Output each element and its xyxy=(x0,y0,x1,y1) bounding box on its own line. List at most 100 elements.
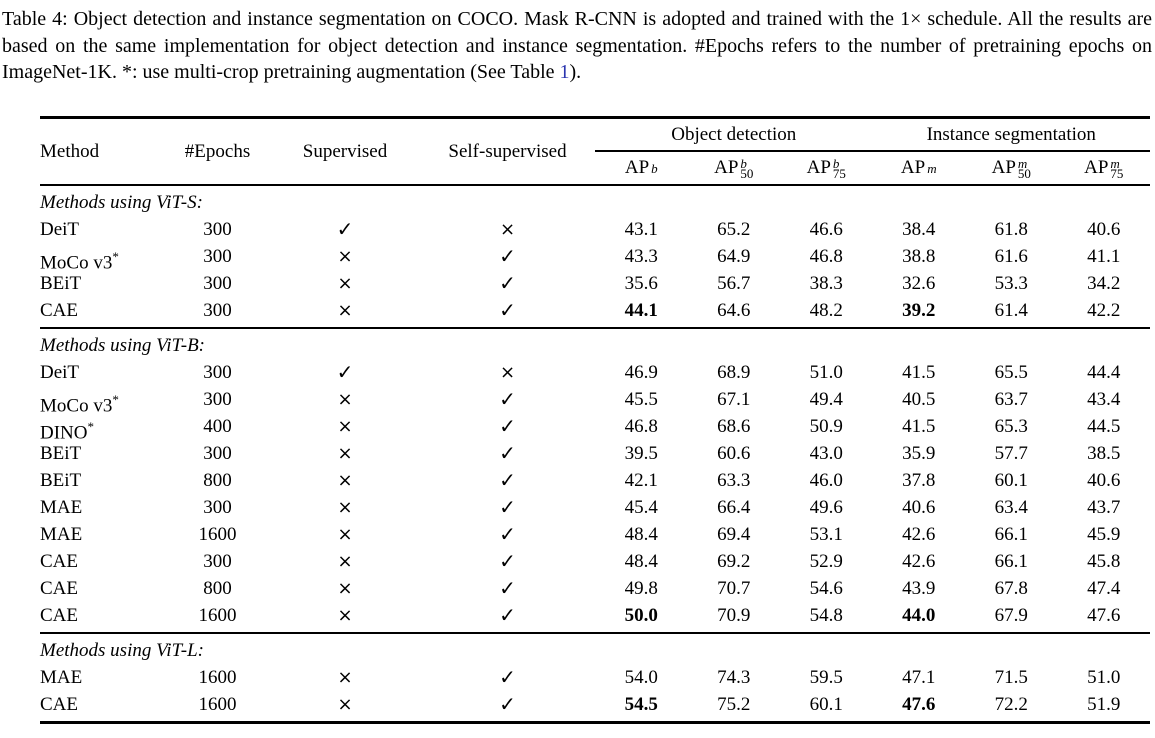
cell-metric-value: 45.8 xyxy=(1087,551,1121,572)
cross-icon: × xyxy=(337,578,353,599)
cross-icon: × xyxy=(499,219,516,240)
cell-metric-value: 56.7 xyxy=(717,273,751,294)
cross-icon: × xyxy=(337,443,353,464)
cross-icon: × xyxy=(337,694,353,715)
check-icon: ✓ xyxy=(499,271,516,295)
cell-metric-value: 53.3 xyxy=(994,273,1028,294)
star-superscript: * xyxy=(112,249,119,264)
cell-metric-value: 66.1 xyxy=(994,524,1028,545)
cell-method: MoCo v3* xyxy=(40,392,119,417)
cross-icon: × xyxy=(337,246,353,267)
cell-metric-value: 40.6 xyxy=(902,497,936,518)
check-icon: ✓ xyxy=(499,603,516,627)
cell-method: MAE xyxy=(40,497,83,518)
cell-method: CAE xyxy=(40,694,78,715)
cell-metric-value: 44.4 xyxy=(1087,362,1121,383)
cell-metric-value: 54.0 xyxy=(624,667,658,688)
cell-metric-value: 43.1 xyxy=(624,219,658,240)
table-section: Methods using ViT-L: MAE 1600 × ✓ 54.0 74.3 59.… xyxy=(40,632,1150,721)
cell-metric-value: 48.4 xyxy=(624,551,658,572)
cell-method: DeiT xyxy=(40,362,80,383)
cell-method: BEiT xyxy=(40,273,82,294)
table-row: CAE 1600 × ✓ 54.5 75.2 60.1 47.6 72.2 51.9 xyxy=(40,691,1150,718)
cell-epochs: 300 xyxy=(203,443,232,464)
check-icon: ✓ xyxy=(499,298,516,322)
cell-metric-value: 51.0 xyxy=(809,362,843,383)
cell-method: CAE xyxy=(40,300,78,321)
cell-metric-value: 39.2 xyxy=(902,300,936,321)
cell-metric-value: 41.5 xyxy=(902,416,936,437)
cell-metric-value: 60.6 xyxy=(717,443,751,464)
cell-metric-value: 63.3 xyxy=(717,470,751,491)
cell-metric-value: 65.5 xyxy=(994,362,1028,383)
table-row: BEiT 800 × ✓ 42.1 63.3 46.0 37.8 60.1 40.6 xyxy=(40,467,1150,494)
cross-icon: × xyxy=(337,497,353,518)
cell-metric-value: 43.7 xyxy=(1087,497,1121,518)
col-group-instance-segmentation: Instance segmentation xyxy=(926,124,1096,145)
star-superscript: * xyxy=(87,419,95,434)
cell-metric-value: 46.8 xyxy=(624,416,658,437)
cell-metric-value: 71.5 xyxy=(994,667,1028,688)
table-1-link[interactable]: 1 xyxy=(559,61,570,83)
cell-metric-value: 45.4 xyxy=(624,497,658,518)
cell-metric-value: 60.1 xyxy=(994,470,1028,491)
cell-metric-value: 49.8 xyxy=(624,578,658,599)
cell-metric-value: 69.4 xyxy=(717,524,751,545)
cell-metric-value: 61.8 xyxy=(994,219,1028,240)
cell-metric-value: 54.8 xyxy=(809,605,843,626)
check-icon: ✓ xyxy=(499,522,516,546)
col-header-ap75-b: AP b 75 xyxy=(806,155,846,181)
cell-metric-value: 50.9 xyxy=(809,416,843,437)
cell-metric-value: 34.2 xyxy=(1087,273,1121,294)
check-icon: ✓ xyxy=(499,549,516,573)
section-label: Methods using ViT-S: xyxy=(40,192,203,213)
cell-method: CAE xyxy=(40,551,78,572)
cell-metric-value: 43.9 xyxy=(902,578,936,599)
cell-epochs: 300 xyxy=(203,497,232,518)
cell-metric-value: 44.0 xyxy=(902,605,936,626)
cell-method: CAE xyxy=(40,578,78,599)
cell-metric-value: 67.9 xyxy=(994,605,1028,626)
check-icon: ✓ xyxy=(336,360,354,384)
check-icon: ✓ xyxy=(499,244,516,268)
cell-epochs: 1600 xyxy=(198,524,237,545)
cell-epochs: 300 xyxy=(203,362,232,383)
cell-metric-value: 67.8 xyxy=(994,578,1028,599)
cell-metric-value: 52.9 xyxy=(809,551,843,572)
table-row: CAE 300 × ✓ 44.1 64.6 48.2 39.2 61.4 42.2 xyxy=(40,297,1150,324)
cell-metric-value: 48.4 xyxy=(624,524,658,545)
caption-text-end: ). xyxy=(569,61,582,83)
cell-metric-value: 70.7 xyxy=(717,578,751,599)
cell-metric-value: 47.6 xyxy=(902,694,936,715)
cell-method: MAE xyxy=(40,667,83,688)
check-icon: ✓ xyxy=(499,576,516,600)
cross-icon: × xyxy=(337,273,353,294)
cell-metric-value: 54.6 xyxy=(809,578,843,599)
table-section: Methods using ViT-B: DeiT 300 ✓ × 46.9 68.9 51.… xyxy=(40,327,1150,632)
check-icon: ✓ xyxy=(499,387,516,411)
cell-epochs: 800 xyxy=(203,470,232,491)
cross-icon: × xyxy=(337,524,353,545)
cell-metric-value: 40.5 xyxy=(902,389,936,410)
cell-method: BEiT xyxy=(40,443,82,464)
cell-metric-value: 64.9 xyxy=(717,246,751,267)
cell-metric-value: 47.4 xyxy=(1087,578,1121,599)
cell-metric-value: 61.6 xyxy=(994,246,1028,267)
section-label-row: Methods using ViT-L: xyxy=(40,637,1150,664)
table-row: BEiT 300 × ✓ 35.6 56.7 38.3 32.6 53.3 34.2 xyxy=(40,270,1150,297)
table-row: CAE 800 × ✓ 49.8 70.7 54.6 43.9 67.8 47.4 xyxy=(40,575,1150,602)
cell-metric-value: 48.2 xyxy=(809,300,843,321)
cell-metric-value: 68.6 xyxy=(717,416,751,437)
cell-metric-value: 40.6 xyxy=(1087,219,1121,240)
col-header-self-supervised: Self-supervised xyxy=(448,140,567,162)
section-label-row: Methods using ViT-B: xyxy=(40,332,1150,359)
table-row: MAE 300 × ✓ 45.4 66.4 49.6 40.6 63.4 43.7 xyxy=(40,494,1150,521)
table-row: CAE 300 × ✓ 48.4 69.2 52.9 42.6 66.1 45.8 xyxy=(40,548,1150,575)
cell-metric-value: 66.4 xyxy=(717,497,751,518)
cell-metric-value: 46.9 xyxy=(624,362,658,383)
cell-metric-value: 51.0 xyxy=(1087,667,1121,688)
cell-metric-value: 50.0 xyxy=(624,605,658,626)
col-header-epochs: #Epochs xyxy=(184,140,251,162)
cell-metric-value: 54.5 xyxy=(624,694,658,715)
table-section: Methods using ViT-S: DeiT 300 ✓ × 43.1 65.2 46.… xyxy=(40,186,1150,327)
